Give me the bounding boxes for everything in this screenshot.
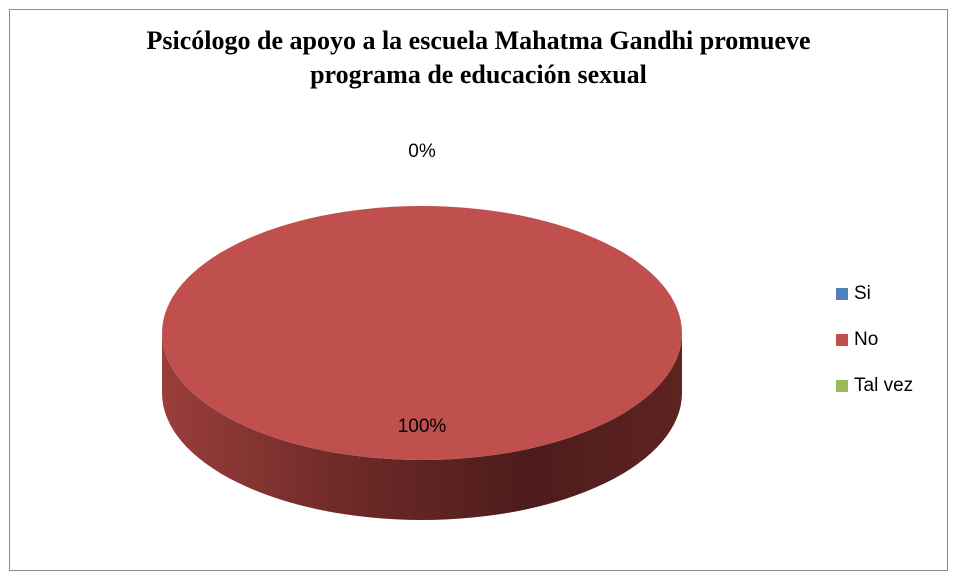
data-label-no: 100% — [398, 416, 447, 437]
legend-swatch-tal-vez — [836, 380, 848, 392]
chart-title: Psicólogo de apoyo a la escuela Mahatma … — [0, 24, 957, 92]
legend-label-tal-vez: Tal vez — [854, 375, 914, 396]
legend-item-si: Si — [836, 282, 913, 306]
legend-swatch-no — [836, 334, 848, 346]
legend: Si No Tal vez — [836, 282, 913, 420]
pie-slice-side-no — [162, 333, 682, 520]
legend-item-no: No — [836, 328, 913, 352]
legend-label-no: No — [854, 329, 879, 350]
pie-slice-no — [162, 206, 682, 460]
legend-swatch-si — [836, 288, 848, 300]
data-label-si: 0% — [408, 141, 436, 162]
legend-label-si: Si — [854, 283, 871, 304]
chart-title-line-1: Psicólogo de apoyo a la escuela Mahatma … — [146, 26, 811, 55]
chart-title-line-2: programa de educación sexual — [310, 60, 647, 89]
legend-item-tal-vez: Tal vez — [836, 374, 913, 398]
